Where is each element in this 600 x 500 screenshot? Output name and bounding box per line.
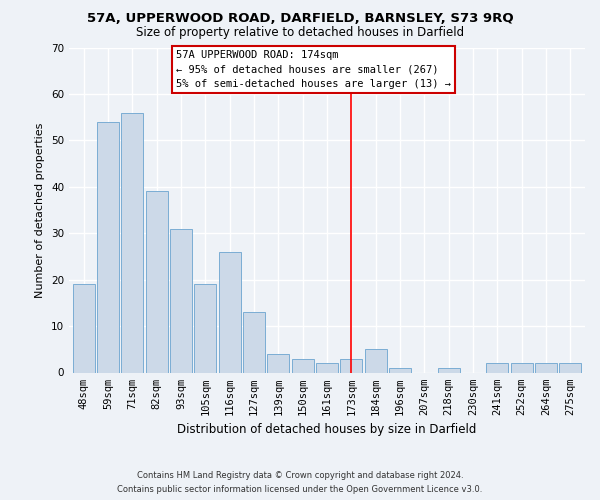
Text: 57A, UPPERWOOD ROAD, DARFIELD, BARNSLEY, S73 9RQ: 57A, UPPERWOOD ROAD, DARFIELD, BARNSLEY,…: [86, 12, 514, 26]
Bar: [559, 363, 581, 372]
Text: Contains HM Land Registry data © Crown copyright and database right 2024.
Contai: Contains HM Land Registry data © Crown c…: [118, 472, 482, 494]
Bar: [170, 228, 192, 372]
Bar: [389, 368, 411, 372]
Bar: [97, 122, 119, 372]
Bar: [365, 350, 386, 372]
Bar: [146, 192, 167, 372]
Text: 57A UPPERWOOD ROAD: 174sqm
← 95% of detached houses are smaller (267)
5% of semi: 57A UPPERWOOD ROAD: 174sqm ← 95% of deta…: [176, 50, 451, 88]
Text: Size of property relative to detached houses in Darfield: Size of property relative to detached ho…: [136, 26, 464, 39]
Bar: [268, 354, 289, 372]
Bar: [340, 358, 362, 372]
Bar: [292, 358, 314, 372]
Bar: [535, 363, 557, 372]
Bar: [194, 284, 216, 372]
X-axis label: Distribution of detached houses by size in Darfield: Distribution of detached houses by size …: [178, 423, 476, 436]
Bar: [316, 363, 338, 372]
Bar: [487, 363, 508, 372]
Bar: [73, 284, 95, 372]
Y-axis label: Number of detached properties: Number of detached properties: [35, 122, 46, 298]
Bar: [243, 312, 265, 372]
Bar: [121, 112, 143, 372]
Bar: [438, 368, 460, 372]
Bar: [511, 363, 533, 372]
Bar: [218, 252, 241, 372]
